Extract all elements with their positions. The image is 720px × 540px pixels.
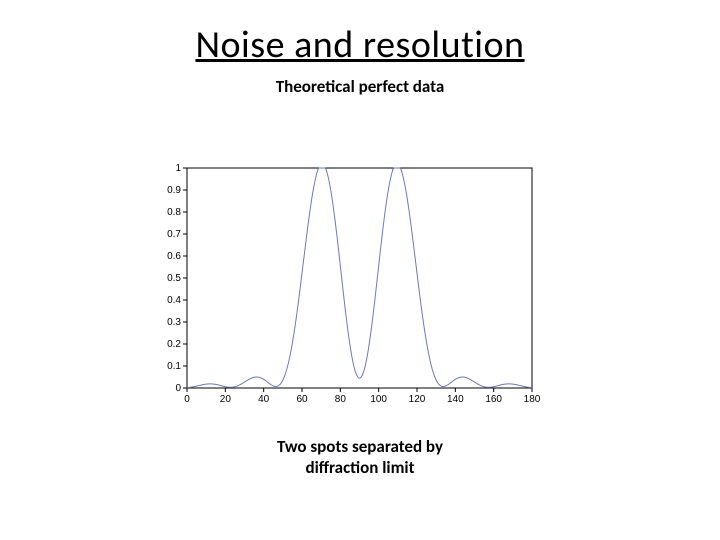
ytick-label: 0.4	[167, 295, 181, 306]
xtick-label: 100	[370, 394, 387, 405]
xtick-label: 180	[524, 394, 541, 405]
ytick-label: 0.7	[167, 229, 181, 240]
xtick-label: 60	[296, 394, 308, 405]
ytick-label: 0.3	[167, 317, 181, 328]
caption-line-1: Two spots separated by	[277, 436, 443, 457]
ytick-label: 0.1	[167, 361, 181, 372]
caption-line-2: diffraction limit	[306, 457, 415, 478]
page-title: Noise and resolution	[0, 22, 720, 68]
ytick-label: 1	[175, 163, 181, 174]
chart-canvas: 0 20 40 60 80 100 120 140 160 180 0 0.1 0.2 0.3 0.4 0.5…	[155, 160, 550, 405]
xtick-label: 160	[485, 394, 502, 405]
ytick-label: 0.6	[167, 251, 181, 262]
xtick-label: 40	[258, 394, 270, 405]
ytick-label: 0.8	[167, 207, 181, 218]
xtick-label: 140	[447, 394, 464, 405]
ytick-label: 0.9	[167, 185, 181, 196]
chart-subtitle: Theoretical perfect data	[0, 76, 720, 97]
ytick-label: 0.5	[167, 273, 181, 284]
diffraction-chart: 0 20 40 60 80 100 120 140 160 180 0 0.1 0.2 0.3 0.4 0.5…	[155, 160, 550, 405]
xtick-label: 120	[409, 394, 426, 405]
ytick-label: 0.2	[167, 339, 181, 350]
ytick-label: 0	[175, 383, 181, 394]
xtick-label: 80	[335, 394, 347, 405]
xtick-label: 20	[220, 394, 232, 405]
xtick-label: 0	[184, 394, 190, 405]
chart-caption: Two spots separated by diffraction limit	[0, 436, 720, 479]
